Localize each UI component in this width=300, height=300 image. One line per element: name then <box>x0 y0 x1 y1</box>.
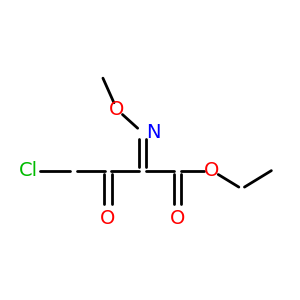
Text: N: N <box>146 123 160 142</box>
Text: O: O <box>204 161 220 180</box>
Text: O: O <box>169 209 185 228</box>
Text: O: O <box>109 100 125 119</box>
Text: Cl: Cl <box>19 161 38 180</box>
Text: O: O <box>100 209 116 228</box>
